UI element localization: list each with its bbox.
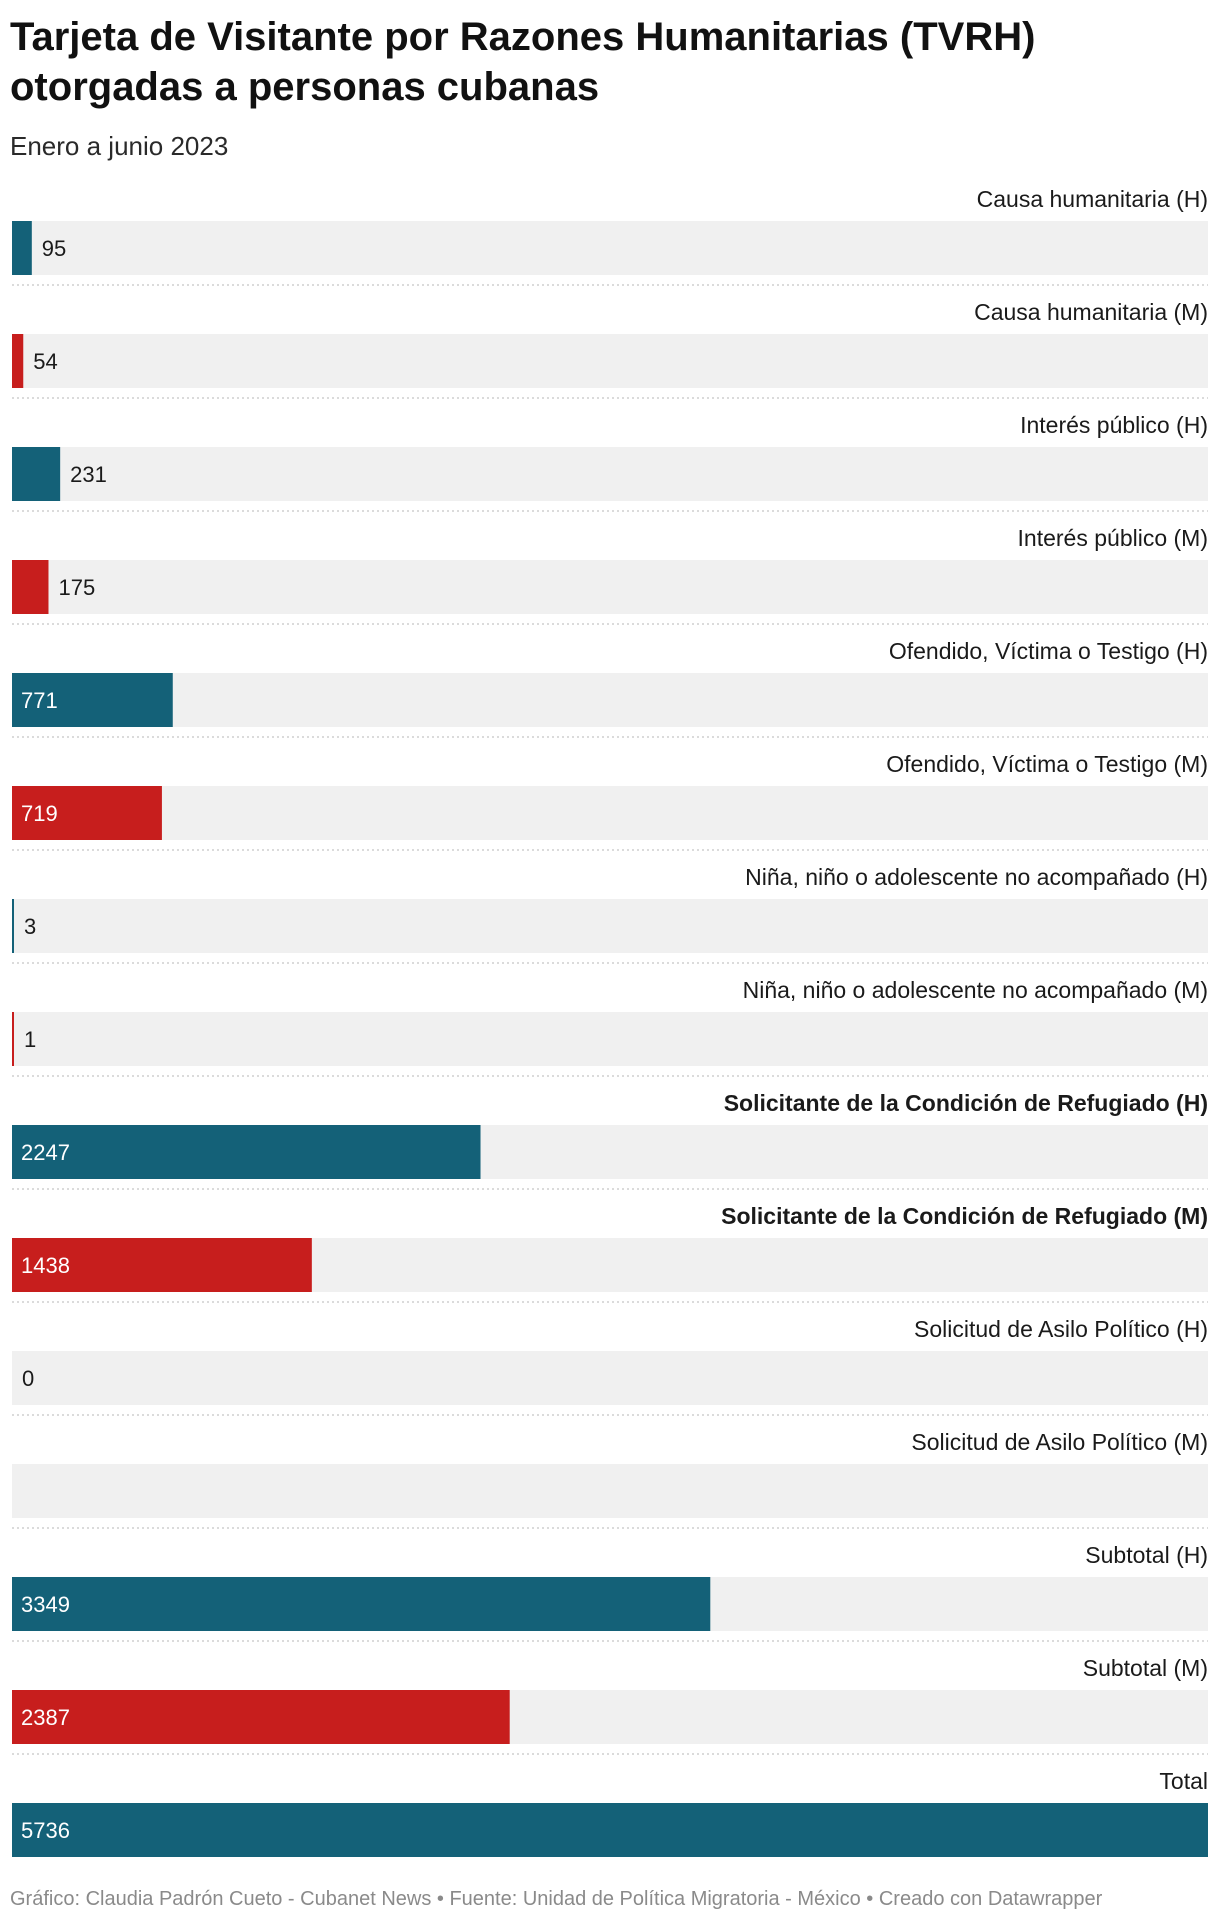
bar-track [12, 786, 1208, 840]
value-label: 3 [24, 914, 36, 939]
bar-track [12, 334, 1208, 388]
category-label: Total [1159, 1768, 1208, 1794]
bar-track [12, 899, 1208, 953]
value-label: 0 [22, 1366, 34, 1391]
category-label: Solicitante de la Condición de Refugiado… [724, 1090, 1208, 1116]
bar [12, 560, 49, 614]
bar [12, 1125, 481, 1179]
value-label: 2247 [21, 1140, 70, 1165]
bar [12, 1238, 312, 1292]
value-label: 95 [42, 236, 66, 261]
value-label: 2387 [21, 1705, 70, 1730]
chart-subtitle: Enero a junio 2023 [10, 131, 229, 161]
chart-title: Tarjeta de Visitante por Razones Humanit… [10, 15, 1036, 109]
bar [12, 1803, 1208, 1857]
category-label: Causa humanitaria (H) [977, 186, 1208, 212]
category-label: Solicitud de Asilo Político (H) [914, 1316, 1208, 1342]
bar [12, 1577, 711, 1631]
value-label: 175 [58, 575, 95, 600]
category-label: Solicitud de Asilo Político (M) [911, 1429, 1208, 1455]
category-label: Causa humanitaria (M) [974, 299, 1208, 325]
bar-track [12, 447, 1208, 501]
bar-track [12, 560, 1208, 614]
bar [12, 786, 162, 840]
bar [12, 1690, 510, 1744]
bar [12, 673, 173, 727]
value-label: 5736 [21, 1818, 70, 1843]
bar-track [12, 1351, 1208, 1405]
category-label: Ofendido, Víctima o Testigo (H) [889, 638, 1208, 664]
bar [12, 334, 24, 388]
bar-track [12, 1464, 1208, 1518]
value-label: 54 [33, 349, 57, 374]
chart-footer: Gráfico: Claudia Padrón Cueto - Cubanet … [10, 1888, 1103, 1910]
bar-track [12, 1012, 1208, 1066]
category-label: Interés público (H) [1020, 412, 1208, 438]
value-label: 771 [21, 688, 58, 713]
category-label: Ofendido, Víctima o Testigo (M) [886, 751, 1208, 777]
category-label: Subtotal (H) [1085, 1542, 1208, 1568]
category-label: Subtotal (M) [1083, 1655, 1208, 1681]
category-label: Niña, niño o adolescente no acompañado (… [745, 864, 1208, 890]
bar [12, 221, 32, 275]
value-label: 719 [21, 801, 58, 826]
bar-track [12, 673, 1208, 727]
value-label: 231 [70, 462, 107, 487]
bar [12, 447, 61, 501]
category-label: Niña, niño o adolescente no acompañado (… [743, 977, 1208, 1003]
value-label: 3349 [21, 1592, 70, 1617]
value-label: 1 [24, 1027, 36, 1052]
value-label: 1438 [21, 1253, 70, 1278]
bar [12, 1012, 14, 1066]
bar [12, 899, 14, 953]
bar-track [12, 221, 1208, 275]
category-label: Interés público (M) [1018, 525, 1208, 551]
category-label: Solicitante de la Condición de Refugiado… [721, 1203, 1208, 1229]
